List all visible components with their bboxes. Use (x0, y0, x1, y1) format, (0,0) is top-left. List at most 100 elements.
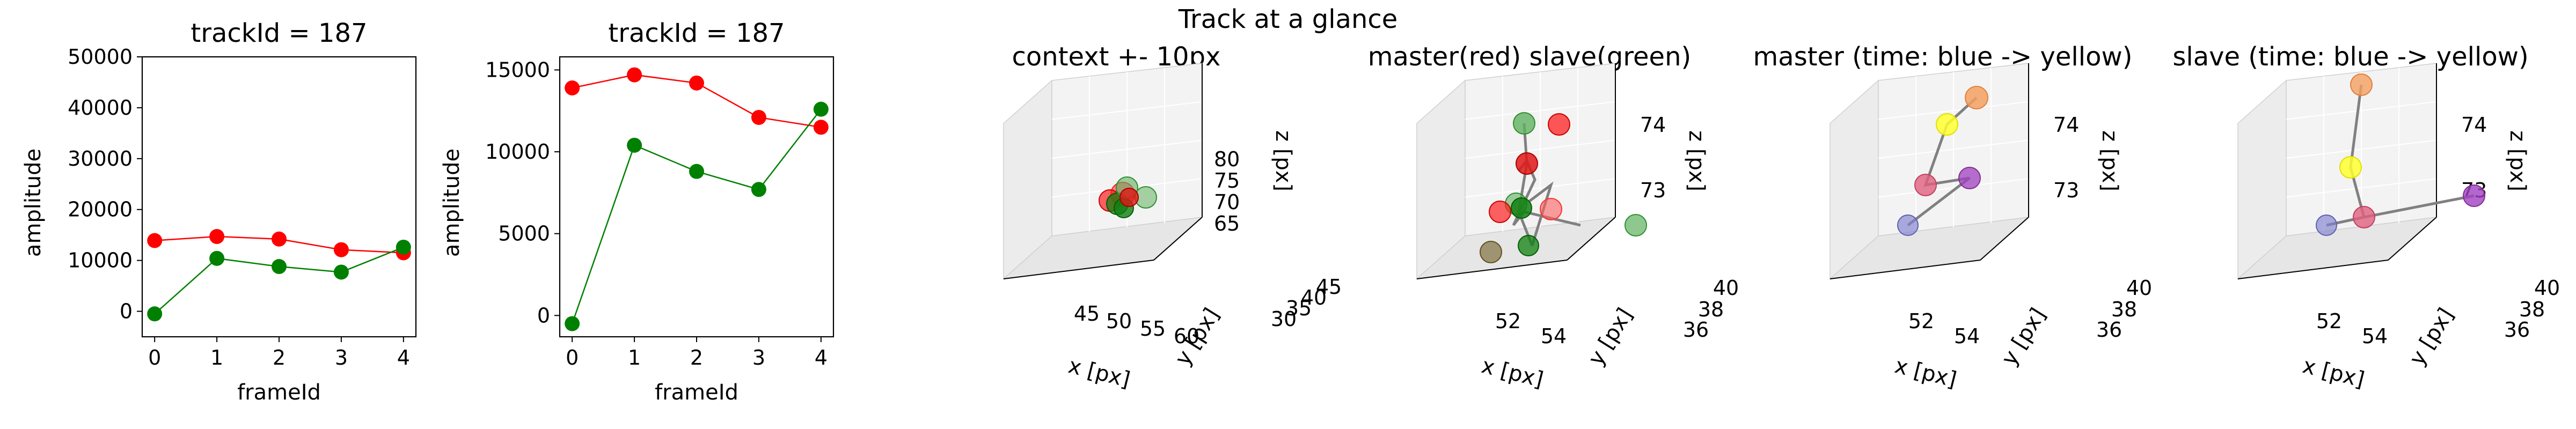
z-tick-label: 80 (1214, 147, 1240, 171)
z-tick-label: 74 (1640, 113, 1666, 137)
data-point (209, 229, 225, 245)
data-point (209, 250, 225, 266)
panel-1-frame (141, 56, 417, 338)
y-tick-label: 35 (1286, 297, 1312, 320)
slave-marker (1624, 214, 1647, 236)
y-tick-label: 15000 (485, 58, 550, 82)
data-point (627, 67, 642, 83)
panel-2-ylabel: amplitude (440, 149, 464, 257)
data-point (565, 80, 580, 95)
x-tick-label: 52 (1495, 309, 1521, 333)
z-tick-label: 74 (2461, 113, 2487, 137)
x-tick-label: 0 (148, 346, 161, 369)
master-slave-panel-title: master(red) slave(green) (1368, 42, 1691, 72)
x-tick-label: 0 (566, 346, 579, 369)
y-tick-label: 36 (1683, 318, 1709, 342)
data-point (689, 75, 704, 91)
x-tick-label: 45 (1074, 302, 1100, 326)
y-tick-label: 50000 (68, 45, 133, 69)
panel-2-title: trackId = 187 (608, 18, 785, 48)
y-tick-label: 0 (120, 300, 133, 323)
y-tick-label: 38 (2519, 298, 2545, 321)
grid-line (1465, 178, 1616, 198)
master-marker (1489, 201, 1511, 223)
x-tick-label: 3 (752, 346, 765, 369)
x-tick-label: 4 (397, 346, 410, 369)
slave-marker (1511, 197, 1532, 219)
x-axis-line (1003, 260, 1154, 279)
y-tick-label: 38 (1698, 298, 1724, 321)
x-tick-label: 1 (628, 346, 641, 369)
y-tick-label: 40 (2126, 276, 2152, 300)
y-tick-label: 30 (1271, 307, 1297, 331)
panel-2-ticks: 0 1 2 3 4 0 5000 10000 15000 (485, 58, 828, 369)
master-time-marker (1897, 214, 1919, 236)
master-marker (1516, 152, 1538, 175)
panel-2-xlabel: frameId (655, 380, 738, 405)
data-point (751, 182, 766, 197)
y-tick-label: 20000 (68, 198, 133, 221)
context-3d-panel: context +- 10px 45 50 55 603035404565707580… (1002, 42, 1342, 393)
x-tick-label: 3 (335, 346, 348, 369)
data-point (147, 306, 163, 322)
panel-1-ylabel: amplitude (21, 149, 46, 257)
data-point (272, 259, 287, 275)
master-time-marker (1914, 174, 1937, 196)
y-axis-line (1153, 217, 1203, 261)
x-tick-label: 50 (1106, 309, 1132, 333)
z-tick-label: 73 (2053, 179, 2079, 202)
track-path (1517, 123, 1534, 246)
z-axis-label: z [px] (2505, 130, 2530, 191)
y-tick-label: 10000 (68, 249, 133, 272)
y-tick-label: 30000 (68, 147, 133, 171)
data-point (147, 233, 163, 248)
x-tick-label: 52 (2316, 309, 2342, 333)
x-tick-label: 4 (815, 346, 828, 369)
y-axis-line (2388, 217, 2437, 261)
x-tick-label: 2 (273, 346, 286, 369)
grid-line (1878, 178, 2029, 198)
z-tick-label: 73 (1640, 179, 1666, 202)
y-tick-label: 38 (2111, 298, 2137, 321)
x-tick-label: 54 (1541, 324, 1567, 348)
slave-time-marker (2339, 156, 2362, 179)
x-tick-label: 54 (2362, 324, 2388, 348)
master-time-3d-markers (1897, 86, 1988, 236)
amplitude-panel-1: trackId = 187 frameId amplitude 0 1 2 3 4 0 10… (21, 18, 417, 405)
z-tick-label: 75 (1214, 169, 1240, 193)
x-tick-label: 1 (210, 346, 223, 369)
master-time-marker (1958, 167, 1981, 189)
master-time-marker (1936, 113, 1958, 136)
data-point (333, 242, 349, 257)
panel-2-marks (565, 67, 829, 331)
data-point (272, 231, 287, 247)
y-axis-line (1980, 217, 2029, 261)
data-point (627, 137, 642, 153)
master-marker (1540, 198, 1562, 220)
track-path (1528, 181, 1554, 246)
panel-1-title: trackId = 187 (191, 18, 367, 48)
y-tick-label: 36 (2504, 318, 2530, 342)
y-axis-line (1567, 217, 1616, 261)
y-tick-label: 40 (2534, 276, 2560, 300)
data-point (751, 109, 766, 125)
z-axis-label: z [px] (2097, 130, 2122, 191)
x-axis-line (1829, 260, 1981, 279)
panel-2-frame (559, 56, 835, 338)
z-axis-label: z [px] (1684, 130, 1709, 191)
panel-1-ticks: 0 1 2 3 4 0 10000 20000 30000 40000 50000 (68, 45, 410, 369)
x-tick-label: 2 (690, 346, 703, 369)
y-tick-label: 5000 (498, 222, 550, 246)
z-tick-label: 74 (2053, 113, 2079, 137)
master-time-panel-title: master (time: blue -> yellow) (1753, 42, 2133, 72)
x-axis-line (2237, 260, 2389, 279)
context-marker (1119, 188, 1139, 207)
y-tick-label: 40 (1713, 276, 1739, 300)
context-3d-markers (1099, 176, 1157, 218)
x-axis-line (1416, 260, 1568, 279)
x-tick-label: 60 (1174, 324, 1199, 348)
y-tick-label: 40 (1301, 286, 1327, 309)
